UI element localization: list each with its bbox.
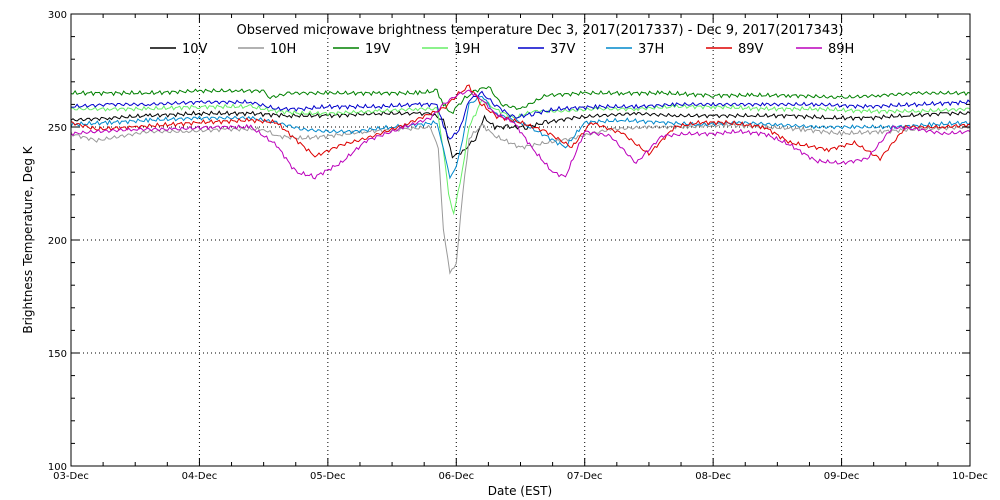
series-line-19v [70,86,971,115]
y-tick-label: 250 [48,123,67,134]
legend-label-10h: 10H [270,42,296,57]
y-tick-label: 200 [48,236,67,247]
series-line-89h [70,89,971,180]
series-lines [70,84,971,275]
chart-title: Observed microwave brightness temperatur… [237,23,844,38]
x-tick-label: 04-Dec [182,471,218,482]
series-line-37v [70,90,971,140]
legend-label-89h: 89H [828,42,854,57]
x-tick-label: 10-Dec [952,471,988,482]
x-tick-label: 08-Dec [695,471,731,482]
x-tick-label: 06-Dec [438,471,474,482]
x-tick-label: 05-Dec [310,471,346,482]
legend-label-10v: 10V [182,42,208,57]
legend-label-19h: 19H [454,42,480,57]
y-tick-label: 150 [48,349,67,360]
legend-label-37v: 37V [550,42,576,57]
legend-label-89v: 89V [738,42,764,57]
series-line-10h [70,122,971,275]
y-axis-label: Brightness Temperature, Deg K [21,145,35,333]
x-tick-label: 09-Dec [824,471,860,482]
legend-label-37h: 37H [638,42,664,57]
x-tick-label: 03-Dec [53,471,89,482]
x-axis-label: Date (EST) [488,484,552,498]
series-line-10v [70,110,971,159]
axis-ticks: 03-Dec 04-Dec 05-Dec 06-Dec 07-Dec 08-Dec 09-D… [48,10,988,482]
legend: 10V 10H 19V 19H 37V 37H 89V 89H [150,42,854,57]
grid [71,14,970,466]
x-tick-label: 07-Dec [567,471,603,482]
y-tick-label: 100 [48,462,67,473]
series-line-37h [70,95,971,180]
y-tick-label: 300 [48,10,67,21]
series-line-89v [70,84,971,162]
legend-label-19v: 19V [365,42,391,57]
